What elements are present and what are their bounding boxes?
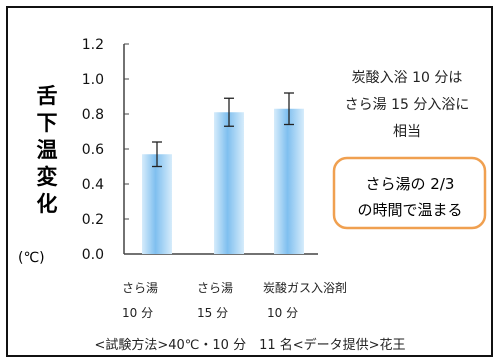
- y-tick-label: 1.0: [82, 72, 104, 88]
- category-label-line1: 炭酸ガス入浴剤: [263, 280, 347, 295]
- bar: [274, 108, 304, 254]
- bar: [142, 154, 172, 254]
- callout-line-2: の時間で温まる: [357, 201, 462, 219]
- bar: [214, 112, 244, 254]
- footnote: <試験方法>40℃・10 分 11 名<データ提供>花王: [94, 337, 405, 353]
- y-tick-label: 0.0: [82, 247, 104, 263]
- annotation-line-2: さら湯 15 分入浴に: [345, 96, 470, 113]
- y-tick-label: 0.2: [82, 212, 104, 228]
- y-axis-ticks: 0.0 0.2 0.4 0.6 0.8 1.0 1.2: [82, 37, 129, 263]
- callout-box: [332, 156, 487, 230]
- category-label-line1: さら湯: [122, 281, 158, 295]
- y-tick-label: 0.4: [82, 177, 104, 193]
- y-axis-label-char: 温: [37, 138, 58, 162]
- bars: [142, 92, 304, 254]
- y-axis-label-char: 舌: [37, 84, 58, 108]
- y-axis-label-char: 下: [37, 111, 58, 135]
- annotation-line-3: 相当: [393, 124, 421, 140]
- category-label-line2: 10 分: [267, 306, 298, 320]
- category-label-line1: さら湯: [197, 281, 233, 295]
- annotation-line-1: 炭酸入浴 10 分は: [352, 70, 463, 86]
- y-axis-label-char: 変: [37, 165, 58, 189]
- y-axis-unit: (℃): [18, 250, 45, 266]
- category-label-line2: 15 分: [197, 306, 228, 320]
- y-tick-label: 0.8: [82, 107, 104, 123]
- y-tick-label: 0.6: [82, 142, 104, 158]
- category-label-line2: 10 分: [122, 306, 153, 320]
- y-axis-label-char: 化: [37, 192, 58, 216]
- y-tick-label: 1.2: [82, 37, 104, 53]
- callout-line-1: さら湯の 2/3: [366, 175, 455, 193]
- category-labels: さら湯 10 分 さら湯 15 分 炭酸ガス入浴剤 10 分: [122, 280, 347, 320]
